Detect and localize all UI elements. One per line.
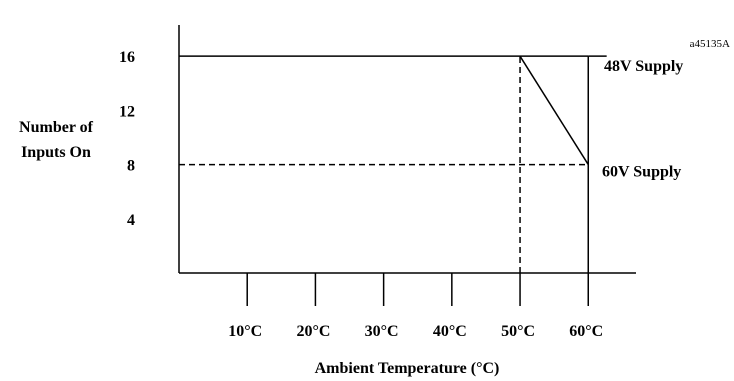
- figure-id: a45135A: [690, 38, 730, 50]
- x-tick-label-50: 50°C: [501, 323, 535, 340]
- y-axis-title-line-1: Number of: [19, 119, 94, 136]
- y-tick-label-12: 12: [119, 103, 135, 120]
- series-label-60v: 60V Supply: [602, 164, 681, 181]
- x-tick-label-40: 40°C: [433, 323, 467, 340]
- plot-area: 4 8 12 16 10°C 20°C 30°C 40°C 50°C 60°C 48V Supply…: [119, 25, 683, 340]
- x-tick-label-60: 60°C: [569, 323, 603, 340]
- y-tick-label-4: 4: [127, 212, 135, 229]
- x-axis-title: Ambient Temperature (°C): [315, 360, 500, 377]
- series-label-48v: 48V Supply: [604, 58, 683, 75]
- series-line-1-0: [519, 55, 589, 165]
- y-axis-title-line-2: Inputs On: [21, 144, 91, 161]
- y-tick-label-8: 8: [127, 158, 135, 175]
- x-tick-label-10: 10°C: [228, 323, 262, 340]
- y-tick-label-16: 16: [119, 49, 135, 66]
- x-tick-label-30: 30°C: [365, 323, 399, 340]
- x-tick-label-20: 20°C: [296, 323, 330, 340]
